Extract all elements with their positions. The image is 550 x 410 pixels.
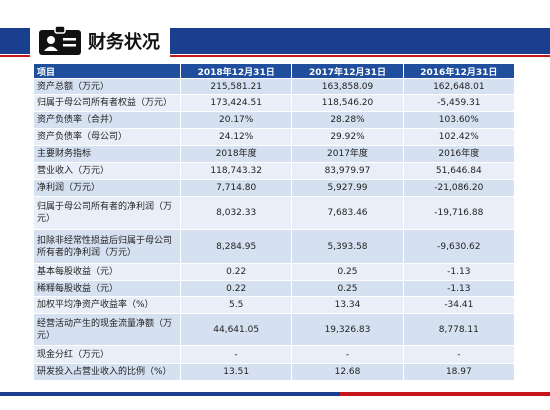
cell: 51,646.84 <box>402 162 516 180</box>
row-label: 主要财务指标 <box>33 145 181 163</box>
row-label: 现金分红（万元） <box>33 345 181 364</box>
column-header: 2017年12月31日 <box>291 63 404 79</box>
row-label: 基本每股收益（元） <box>33 263 181 281</box>
row-label: 营业收入（万元） <box>33 162 181 180</box>
table-row: 营业收入（万元） 118,743.32 83,979.97 51,646.84 <box>33 162 516 180</box>
cell: 44,641.05 <box>179 313 293 346</box>
row-label: 资产负债率（合并） <box>33 111 181 129</box>
cell: -9,630.62 <box>402 229 516 264</box>
table-row: 经营活动产生的现金流量净额（万元） 44,641.05 19,326.83 8,778… <box>33 313 516 346</box>
cell: 162,648.01 <box>402 78 516 95</box>
title: 财务状况 <box>88 32 160 53</box>
table-row: 研发投入占营业收入的比例（%） 13.51 12.68 18.97 <box>33 363 516 381</box>
cell: 2018年度 <box>179 145 293 163</box>
table-row: 归属于母公司所有者权益（万元） 173,424.51 118,546.20 -5,45… <box>33 94 516 112</box>
row-label: 归属于母公司所有者的净利润（万元） <box>33 196 181 230</box>
cell: 118,743.32 <box>179 162 293 180</box>
row-label: 研发投入占营业收入的比例（%） <box>33 363 181 381</box>
table-row: 主要财务指标 2018年度 2017年度 2016年度 <box>33 145 516 163</box>
table-row: 扣除非经常性损益后归属于母公司所有者的净利润（万元） 8,284.95 5,393.… <box>33 229 516 264</box>
cell: 2016年度 <box>402 145 516 163</box>
cell: 118,546.20 <box>291 94 404 112</box>
cell: 19,326.83 <box>291 313 404 346</box>
cell: 13.34 <box>291 296 404 314</box>
cell: 8,284.95 <box>179 229 293 264</box>
table-body: 资产总额（万元） 215,581.21 163,858.09 162,648.01 归属… <box>33 78 516 381</box>
table-row: 稀释每股收益（元） 0.22 0.25 -1.13 <box>33 280 516 297</box>
row-label: 归属于母公司所有者权益（万元） <box>33 94 181 112</box>
footer-bar <box>0 392 340 396</box>
title-box: 财务状况 <box>30 18 170 62</box>
cell: -5,459.31 <box>402 94 516 112</box>
table-row: 基本每股收益（元） 0.22 0.25 -1.13 <box>33 263 516 281</box>
header-line <box>0 55 550 57</box>
column-header: 2016年12月31日 <box>402 63 516 79</box>
cell: 20.17% <box>179 111 293 129</box>
cell: 103.60% <box>402 111 516 129</box>
cell: -1.13 <box>402 263 516 281</box>
cell: -1.13 <box>402 280 516 297</box>
icon <box>39 26 81 55</box>
table-row: 归属于母公司所有者的净利润（万元） 8,032.33 7,683.46 -19,716… <box>33 196 516 230</box>
cell: 5,393.58 <box>291 229 404 264</box>
cell: 24.12% <box>179 128 293 146</box>
row-label: 资产负债率（母公司） <box>33 128 181 146</box>
cell: - <box>179 345 293 364</box>
cell: 13.51 <box>179 363 293 381</box>
cell: 0.22 <box>179 263 293 281</box>
cell: 0.25 <box>291 280 404 297</box>
row-label: 经营活动产生的现金流量净额（万元） <box>33 313 181 346</box>
cell: 215,581.21 <box>179 78 293 95</box>
cell: 83,979.97 <box>291 162 404 180</box>
cell: 0.22 <box>179 280 293 297</box>
cell: 0.25 <box>291 263 404 281</box>
column-header: 2018年12月31日 <box>179 63 293 79</box>
table-row: 现金分红（万元） - - - <box>33 345 516 364</box>
column-header: 项目 <box>33 63 181 79</box>
cell: -19,716.88 <box>402 196 516 230</box>
table-row: 加权平均净资产收益率（%） 5.5 13.34 -34.41 <box>33 296 516 314</box>
table-row: 资产负债率（母公司） 24.12% 29.92% 102.42% <box>33 128 516 146</box>
cell: 7,683.46 <box>291 196 404 230</box>
cell: 173,424.51 <box>179 94 293 112</box>
table-row: 资产负债率（合并） 20.17% 28.28% 103.60% <box>33 111 516 129</box>
cell: 5,927.99 <box>291 179 404 197</box>
financial-table: 项目 2018年12月31日 2017年12月31日 2016年12月31日 资产总额… <box>33 63 516 381</box>
table-row: 资产总额（万元） 215,581.21 163,858.09 162,648.01 <box>33 78 516 95</box>
row-label: 稀释每股收益（元） <box>33 280 181 297</box>
row-label: 扣除非经常性损益后归属于母公司所有者的净利润（万元） <box>33 229 181 264</box>
cell: 2017年度 <box>291 145 404 163</box>
cell: -21,086.20 <box>402 179 516 197</box>
cell: 5.5 <box>179 296 293 314</box>
cell: 7,714.80 <box>179 179 293 197</box>
row-label: 加权平均净资产收益率（%） <box>33 296 181 314</box>
cell: 8,778.11 <box>402 313 516 346</box>
header-row: 项目 2018年12月31日 2017年12月31日 2016年12月31日 <box>33 63 516 79</box>
cell: 28.28% <box>291 111 404 129</box>
cell: 12.68 <box>291 363 404 381</box>
row-label: 净利润（万元） <box>33 179 181 197</box>
row-label: 资产总额（万元） <box>33 78 181 95</box>
cell: 163,858.09 <box>291 78 404 95</box>
cell: 8,032.33 <box>179 196 293 230</box>
cell: - <box>402 345 516 364</box>
footer-bar-red <box>340 392 550 396</box>
cell: 29.92% <box>291 128 404 146</box>
table-row: 净利润（万元） 7,714.80 5,927.99 -21,086.20 <box>33 179 516 197</box>
cell: 102.42% <box>402 128 516 146</box>
cell: 18.97 <box>402 363 516 381</box>
cell: -34.41 <box>402 296 516 314</box>
cell: - <box>291 345 404 364</box>
